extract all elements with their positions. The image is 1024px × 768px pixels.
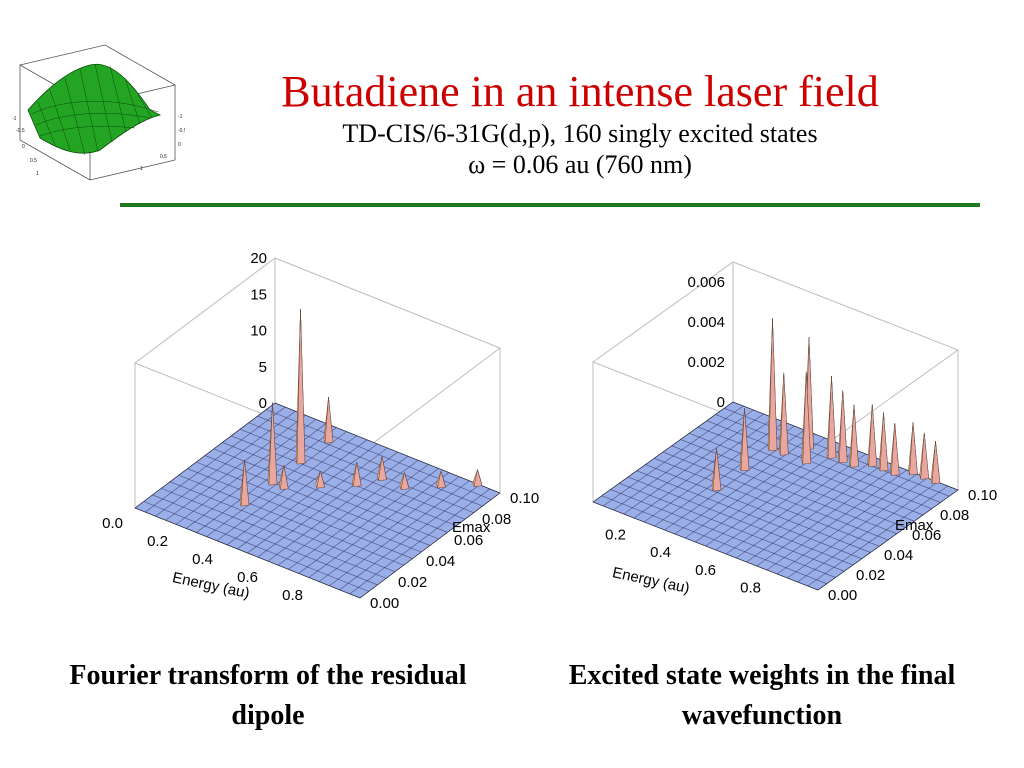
z-tick-label: 10 [250,323,267,340]
surface-peak [826,375,837,459]
x-tick-label: 0.8 [740,579,761,596]
surface-peak [801,371,812,465]
y-tick-label: 0.00 [370,595,399,612]
surface-peak [739,408,750,472]
logo-tick-label: 0 [178,142,181,148]
y-tick-label: 0.06 [912,527,941,544]
y-tick-label: 0.10 [968,487,997,504]
surface-peak [930,441,941,484]
surface-peak [323,396,334,444]
x-tick-label: 0.4 [650,544,671,561]
y-axis-label: Emax [452,519,491,536]
z-tick-label: 0 [259,395,267,412]
fourier-transform-surface-plot: 0 5 10 15 20 0.0 0.2 0.4 0.6 0.8 0.00 0.02 0.04 0.06 0… [60,240,560,640]
surface-peak [472,469,483,487]
caption-excited-state-weights: Excited state weights in the final wavef… [568,660,956,731]
x-tick-label: 0.8 [282,587,303,604]
surface-peak [377,456,387,481]
logo-tick-label: 0.5 [160,154,167,160]
surface-peak [267,402,278,486]
y-tick-label: 0.08 [482,511,511,528]
logo-tick-label: 0 [22,144,25,150]
surface-peak [908,422,918,476]
surface-peak [849,404,859,468]
y-tick-label: 0.04 [884,547,913,564]
z-tick-label: 0.006 [687,274,725,291]
x-axis-label: Energy (au) [611,564,691,597]
excited-state-weights-surface-plot: 0 0.002 0.004 0.006 0.2 0.4 0.6 0.8 0.00 0.02 0.04… [505,240,1005,640]
green-3d-surface-icon: -1 -0.5 0 0.5 1 -1 -0.5 0 0.5 1 [12,44,185,181]
title-divider [120,203,980,207]
z-tick-label: 20 [250,250,267,267]
surface-peak [889,422,900,476]
y-tick-label: 0.00 [828,587,857,604]
x-tick-label: 0.6 [237,569,258,586]
surface-peak [837,390,848,464]
logo-tick-label: 0.5 [30,158,37,164]
x-tick-label: 0.6 [695,562,716,579]
surface-peak [878,412,889,472]
logo-tick-label: -1 [12,116,17,122]
frequency-line: ω = 0.06 au (760 nm) [468,150,692,179]
y-tick-label: 0.02 [398,574,427,591]
z-tick-label: 0.004 [687,314,725,331]
surface-peak [399,472,410,490]
logo-tick-label: -1 [178,114,183,120]
surface-peak [867,404,878,467]
surface-peak [436,470,446,489]
y-tick-label: 0.02 [856,567,885,584]
z-tick-label: 5 [259,359,267,376]
y-tick-label: 0.10 [510,490,539,507]
z-tick-label: 15 [250,286,267,303]
y-axis-label: Emax [895,517,934,534]
page-subtitle: TD-CIS/6-31G(d,p), 160 singly excited st… [342,119,818,148]
caption-fourier-transform: Fourier transform of the residual dipole [69,660,467,731]
logo-tick-label: -0.5 [16,128,25,134]
surface-peak [315,470,326,489]
x-tick-label: 0.4 [192,551,213,568]
x-tick-label: 0.2 [605,527,626,544]
z-tick-label: 0.002 [687,354,725,371]
logo-tick-label: 1 [140,166,143,172]
y-tick-label: 0.08 [940,507,969,524]
logo-tick-label: -0.5 [178,128,185,134]
surface-peak [295,309,306,465]
surface-peak [278,465,289,490]
logo-tick-label: 1 [36,171,39,177]
surface-peak [767,318,778,452]
surface-peak [919,432,930,480]
y-tick-label: 0.04 [426,553,455,570]
surface-mesh [592,401,959,591]
surface-peak [778,372,789,456]
surface-peak [711,448,722,492]
x-tick-label: 0.2 [147,533,168,550]
surface-peak [351,462,362,487]
z-tick-label: 0 [717,394,725,411]
surface-peak [239,459,250,507]
y-tick-label: 0.06 [454,532,483,549]
page-title: Butadiene in an intense laser field [281,67,879,116]
x-tick-label: 0.0 [102,515,123,532]
